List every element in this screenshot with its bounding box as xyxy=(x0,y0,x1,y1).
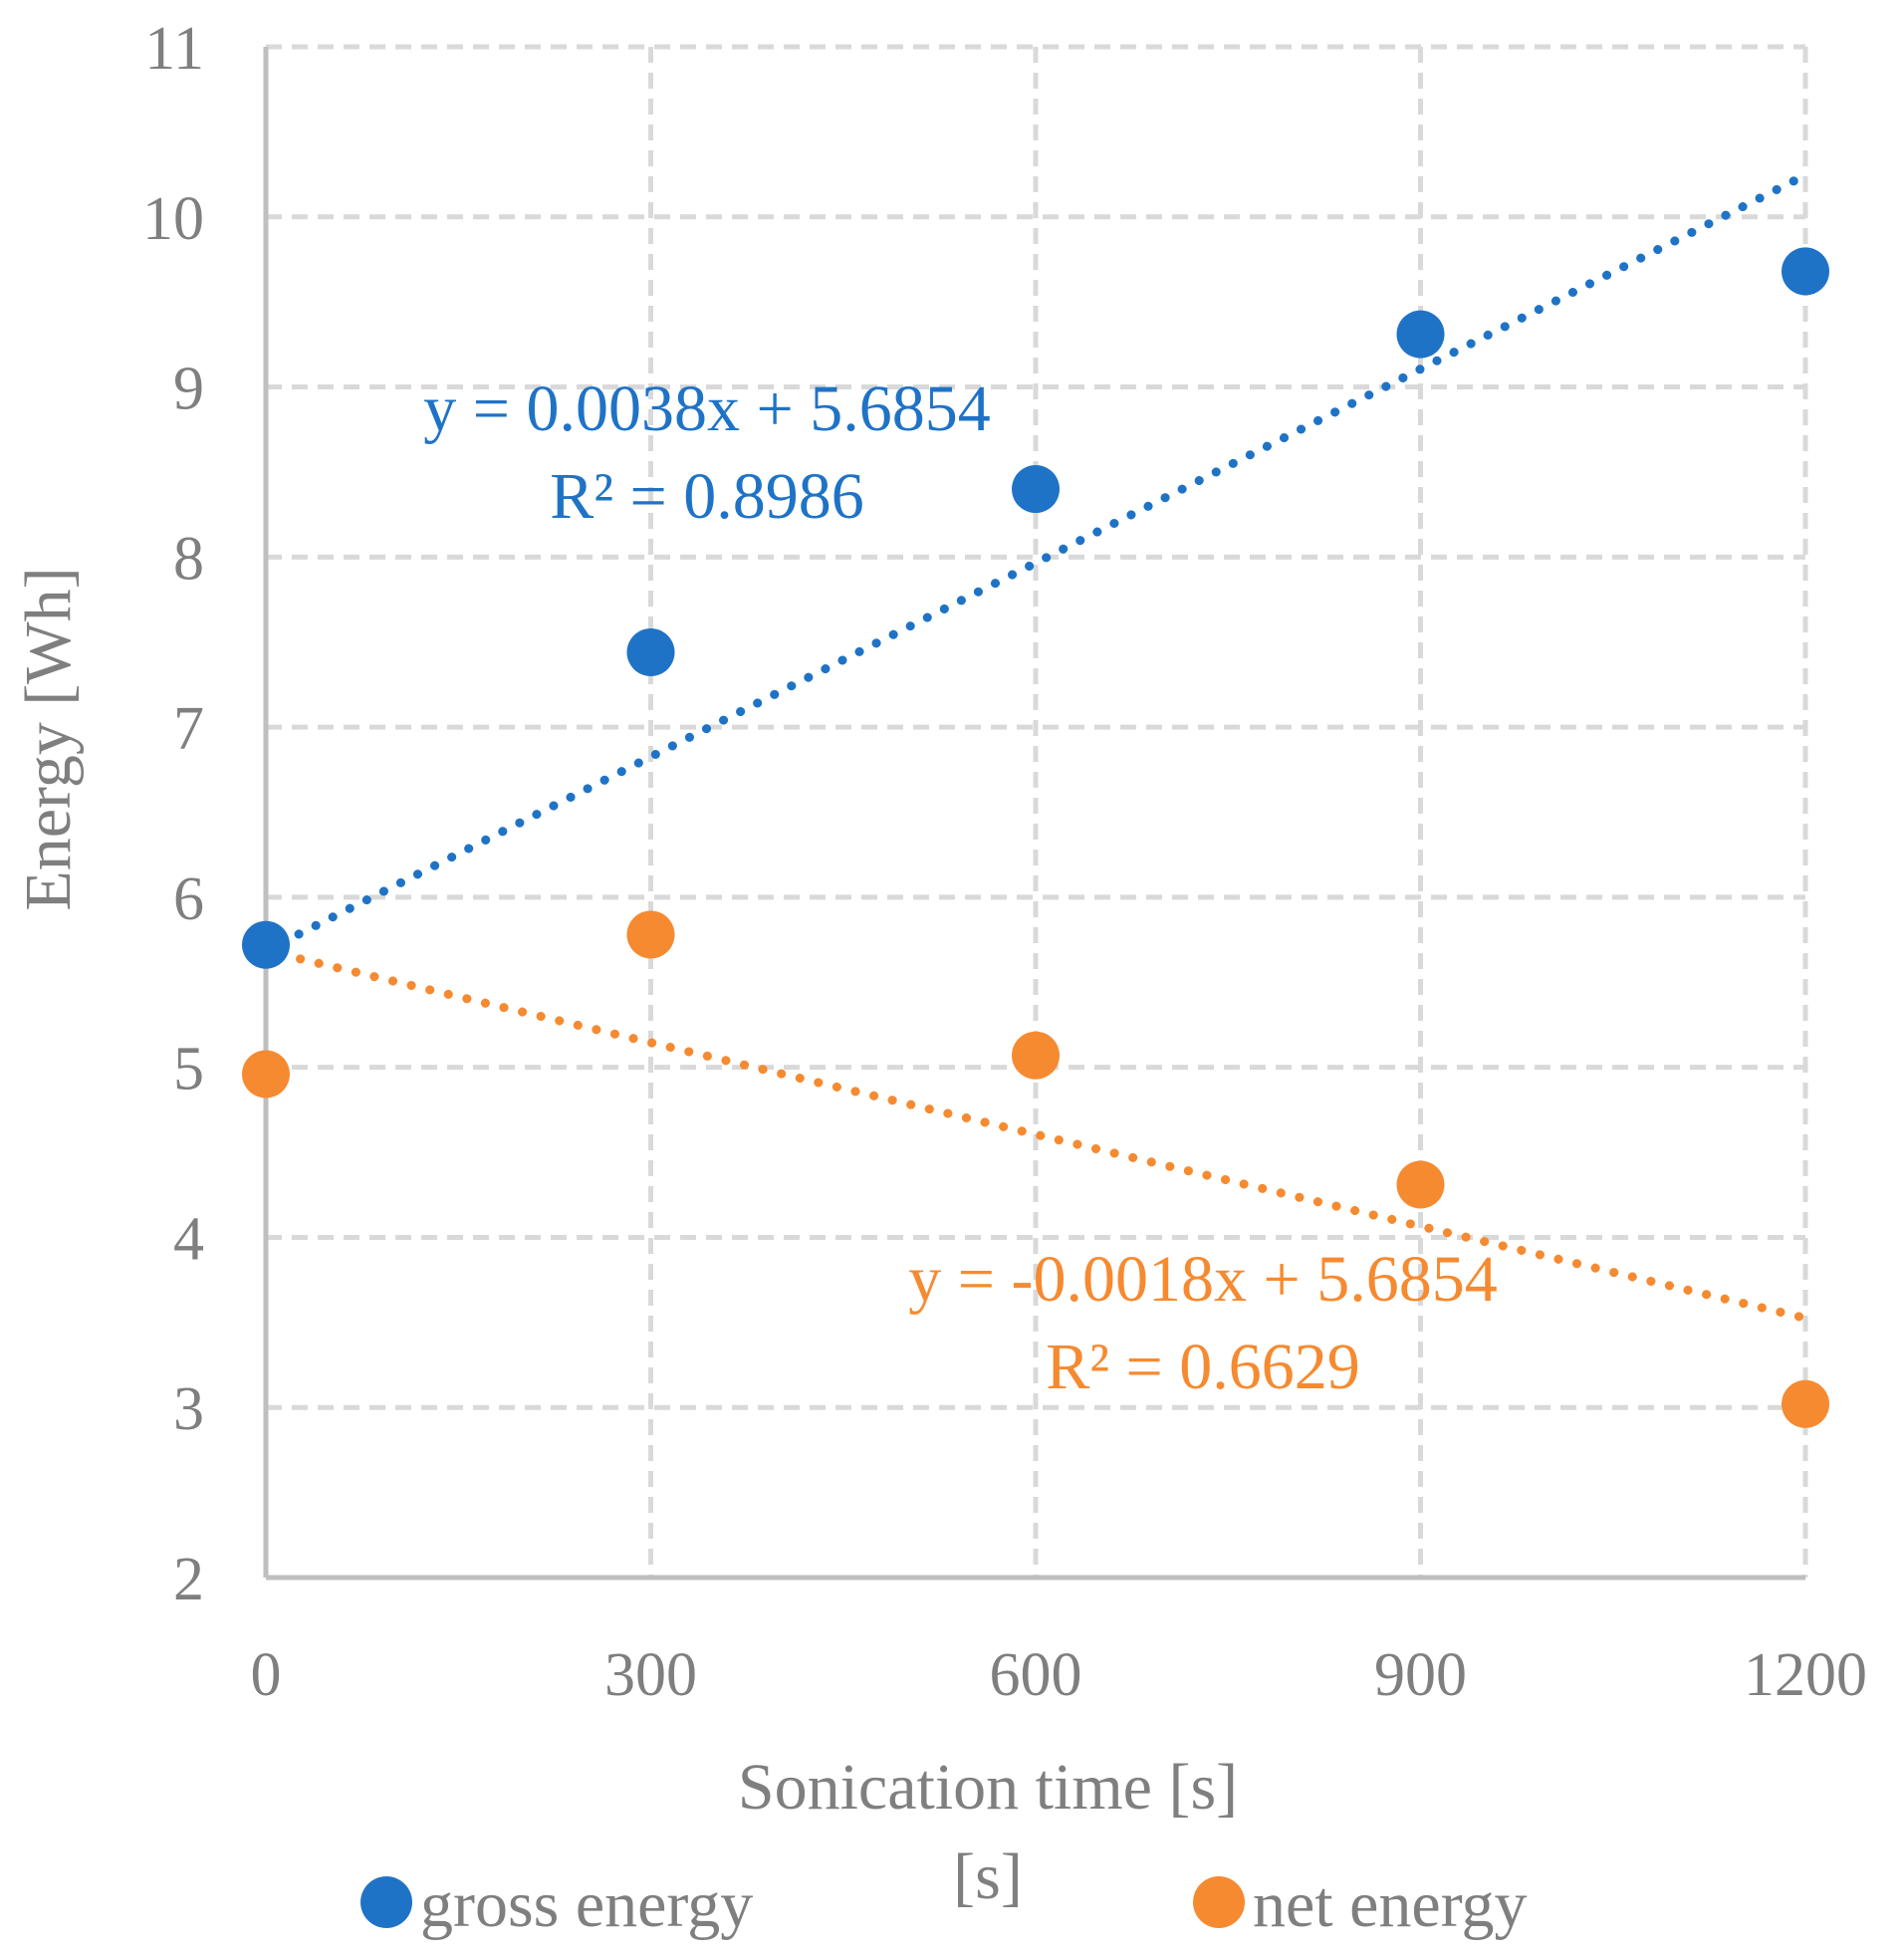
y-axis-title: Energy [Wh] xyxy=(12,567,85,910)
x-tick-label-0: 0 xyxy=(251,1641,282,1709)
x-tick-label-600: 600 xyxy=(990,1641,1082,1709)
net-equation: y = -0.0018x + 5.6854 xyxy=(908,1243,1497,1316)
y-tick-label-3: 3 xyxy=(173,1375,204,1443)
gross-trendline xyxy=(277,170,1810,948)
gross-point-300 xyxy=(626,627,675,676)
legend-label-gross: gross energy xyxy=(420,1868,753,1941)
y-tick-label-5: 5 xyxy=(173,1036,204,1103)
y-tick-label-4: 4 xyxy=(173,1205,204,1273)
net-point-600 xyxy=(1012,1031,1060,1080)
grid xyxy=(266,44,1808,1578)
y-tick-label-11: 11 xyxy=(144,15,204,83)
y-tick-label-8: 8 xyxy=(173,525,204,593)
x-tick-label-300: 300 xyxy=(604,1641,697,1709)
legend[interactable]: gross energy net energy xyxy=(360,1868,1528,1941)
gross-point-600 xyxy=(1012,465,1060,514)
y-tick-label-9: 9 xyxy=(173,356,204,423)
gross-point-1200 xyxy=(1782,247,1829,296)
legend-label-net: net energy xyxy=(1253,1868,1528,1941)
y-tick-label-10: 10 xyxy=(142,185,204,253)
axes xyxy=(263,47,1805,1581)
y-tick-label-7: 7 xyxy=(173,695,204,763)
gross-point-0 xyxy=(242,920,290,969)
trendlines xyxy=(277,170,1810,1323)
y-tick-label-6: 6 xyxy=(173,865,204,933)
y-tick-label-2: 2 xyxy=(173,1546,204,1613)
x-tick-label-1200: 1200 xyxy=(1744,1641,1867,1709)
net-point-0 xyxy=(242,1050,290,1099)
net-point-300 xyxy=(626,910,675,959)
legend-marker-gross xyxy=(360,1876,412,1928)
gross-r2: R² = 0.8986 xyxy=(550,460,864,533)
gross-point-900 xyxy=(1396,310,1445,359)
net-point-900 xyxy=(1396,1160,1445,1209)
gross-equation: y = 0.0038x + 5.6854 xyxy=(423,372,990,445)
x-tick-label-900: 900 xyxy=(1374,1641,1467,1709)
net-trendline xyxy=(277,949,1810,1323)
x-axis-title-extra: [s] xyxy=(953,1840,1023,1913)
data-points xyxy=(242,247,1829,1428)
x-axis-title: Sonication time [s] xyxy=(738,1751,1238,1824)
net-r2: R² = 0.6629 xyxy=(1046,1331,1360,1403)
net-point-1200 xyxy=(1782,1379,1829,1428)
tick-labels: 2 3 4 5 6 7 8 9 10 11 0 300 600 900 1200 xyxy=(142,15,1867,1709)
legend-marker-net xyxy=(1193,1876,1245,1928)
